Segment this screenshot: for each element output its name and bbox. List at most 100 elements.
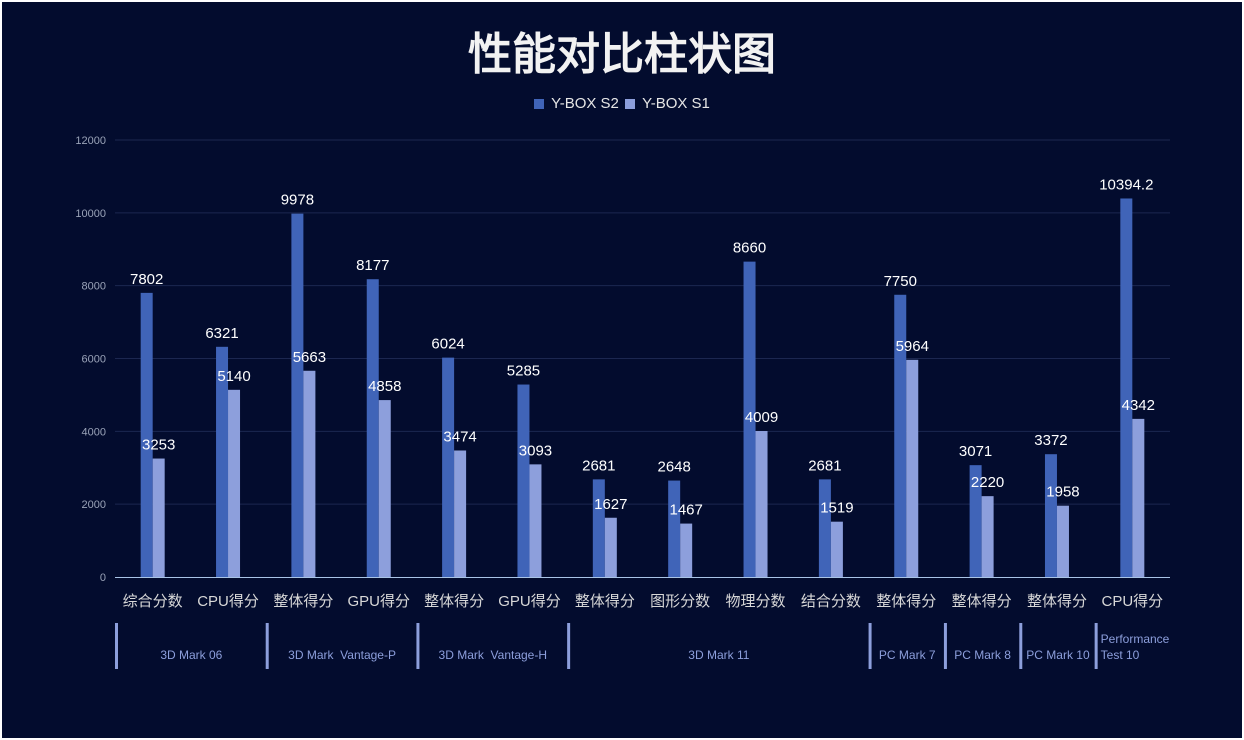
data-label: 3253 (142, 437, 175, 454)
y-tick-label: 6000 (82, 354, 106, 366)
y-tick-label: 2000 (82, 499, 106, 511)
data-label: 1627 (594, 496, 627, 513)
bar-s2 (442, 357, 455, 577)
x-tick-label: 综合分数 (123, 593, 183, 610)
bar-s2 (818, 479, 831, 577)
data-label: 5285 (507, 363, 540, 380)
bar-s2 (1044, 454, 1057, 577)
data-label: 9978 (281, 192, 314, 209)
bar-s1 (152, 458, 165, 577)
bar-s1 (906, 359, 919, 577)
data-label: 8660 (733, 240, 766, 257)
data-label: 3071 (959, 443, 992, 460)
bar-s2 (969, 465, 982, 577)
y-tick-label: 4000 (82, 426, 106, 438)
x-tick-label: 整体得分 (876, 593, 936, 610)
bar-s1 (604, 517, 617, 577)
legend-swatch-s2 (534, 98, 545, 109)
bar-s1 (830, 521, 843, 577)
data-label: 4858 (368, 378, 401, 395)
bar-s1 (529, 464, 542, 577)
legend-swatch-s1 (625, 98, 636, 109)
group-label: Test 10 (1101, 648, 1140, 662)
data-label: 2681 (582, 457, 615, 474)
data-label: 1519 (820, 500, 853, 517)
legend-label-s2: Y-BOX S2 (551, 95, 619, 112)
bar-s1 (755, 431, 768, 577)
bar-s1 (680, 523, 693, 577)
data-label: 6024 (431, 336, 464, 353)
y-tick-label: 0 (100, 572, 106, 584)
data-label: 5663 (293, 349, 326, 366)
y-tick-label: 12000 (75, 135, 106, 147)
x-tick-label: GPU得分 (498, 593, 561, 610)
y-tick-label: 8000 (82, 281, 106, 293)
group-label: Performance (1101, 632, 1170, 646)
bar-s1 (303, 370, 316, 577)
x-tick-label: 结合分数 (801, 593, 861, 610)
bar-s2 (517, 384, 530, 577)
chart-title: 性能对比柱状图 (468, 29, 776, 80)
legend-item-s1[interactable]: Y-BOX S1 (625, 95, 710, 112)
group-label: PC Mark 7 (879, 648, 936, 662)
data-label: 5140 (217, 368, 250, 385)
data-label: 3474 (443, 428, 476, 445)
x-tick-label: 物理分数 (726, 593, 786, 610)
group-label: PC Mark 8 (954, 648, 1011, 662)
group-label: PC Mark 10 (1026, 648, 1090, 662)
bar-s1 (981, 496, 994, 577)
data-label: 7802 (130, 271, 163, 288)
group-divider (265, 623, 269, 669)
group-label: 3D Mark Vantage-P (288, 648, 396, 662)
group-divider (115, 623, 118, 669)
bar-s2 (366, 279, 379, 577)
legend: Y-BOX S2 Y-BOX S1 (2, 95, 1242, 113)
bar-s2 (592, 479, 605, 577)
data-label: 6321 (205, 325, 238, 342)
y-tick-label: 10000 (75, 208, 106, 220)
group-label: 3D Mark 06 (160, 648, 222, 662)
data-label: 7750 (884, 273, 917, 290)
x-tick-label: 图形分数 (650, 593, 710, 610)
group-divider (1019, 623, 1023, 669)
bar-s2 (216, 346, 229, 577)
x-tick-label: CPU得分 (1101, 593, 1163, 610)
group-divider (416, 623, 420, 669)
data-label: 2220 (971, 474, 1004, 491)
data-label: 8177 (356, 257, 389, 274)
group-divider (567, 623, 571, 669)
bar-s2 (668, 480, 681, 577)
bar-s2 (140, 292, 153, 577)
x-tick-label: 整体得分 (424, 593, 484, 610)
data-label: 2648 (657, 459, 690, 476)
data-label: 2681 (808, 457, 841, 474)
bar-s1 (1056, 505, 1069, 577)
x-tick-label: 整体得分 (1027, 593, 1087, 610)
x-tick-label: 整体得分 (273, 593, 333, 610)
bar-s1 (454, 450, 467, 577)
data-label: 10394.2 (1099, 176, 1153, 193)
x-tick-label: 整体得分 (952, 593, 1012, 610)
data-label: 3372 (1034, 432, 1067, 449)
bar-s1 (378, 400, 391, 577)
group-label: 3D Mark 11 (688, 648, 749, 662)
group-divider (943, 623, 947, 669)
legend-item-s2[interactable]: Y-BOX S2 (534, 95, 619, 112)
x-tick-label: 整体得分 (575, 593, 635, 610)
group-divider (1094, 623, 1098, 669)
group-label: 3D Mark Vantage-H (439, 648, 548, 662)
bar-s2 (1120, 198, 1133, 577)
x-tick-label: CPU得分 (197, 593, 259, 610)
bar-s2 (894, 294, 907, 577)
data-label: 4009 (745, 409, 778, 426)
data-label: 5964 (896, 338, 929, 355)
data-label: 3093 (519, 442, 552, 459)
bar-s2 (291, 213, 304, 577)
data-label: 4342 (1122, 397, 1155, 414)
legend-label-s1: Y-BOX S1 (642, 95, 710, 112)
data-label: 1958 (1046, 484, 1079, 501)
bar-s1 (1132, 418, 1145, 577)
group-divider (868, 623, 872, 669)
